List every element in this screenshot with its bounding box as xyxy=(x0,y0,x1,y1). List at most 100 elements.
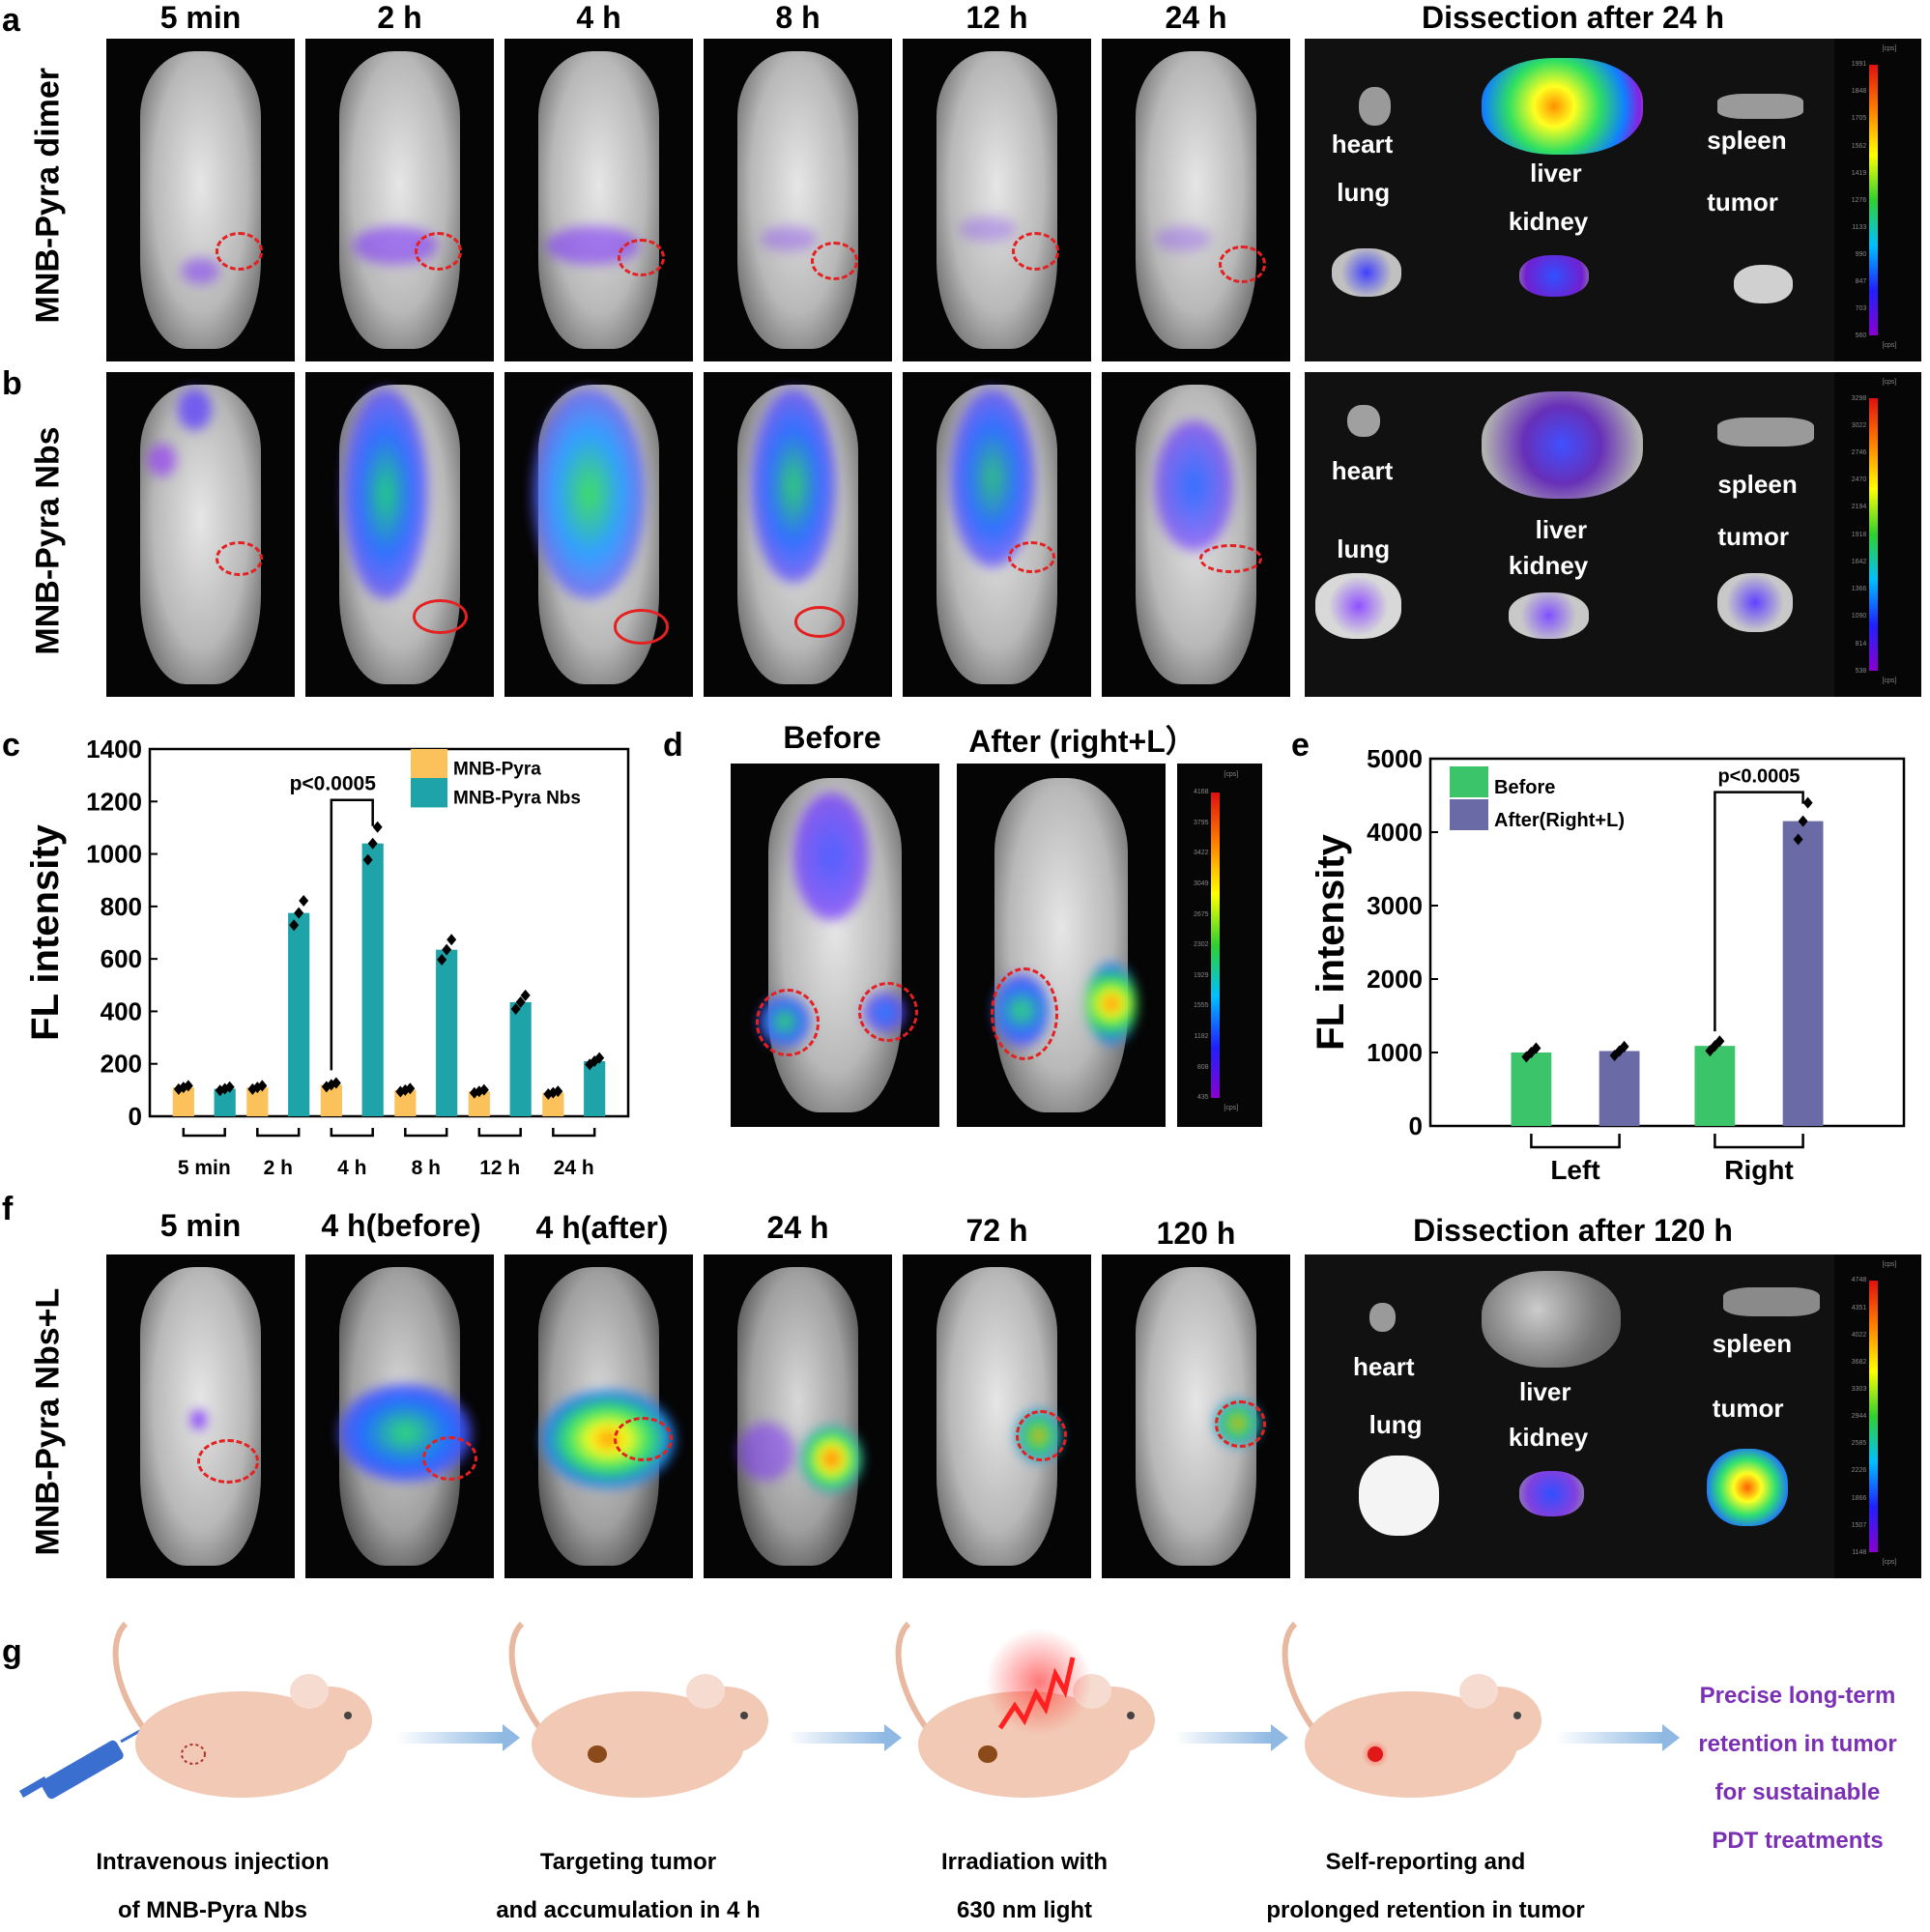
mouse-image xyxy=(704,1254,892,1578)
colorbar-unit: [cps] xyxy=(1882,677,1897,684)
panel-label-g: g xyxy=(2,1633,22,1670)
y-tick-label: 1000 xyxy=(86,840,142,869)
data-point xyxy=(543,1088,554,1101)
data-point xyxy=(178,1081,188,1094)
colorbar-tick: 1642 xyxy=(1851,558,1867,565)
organ-lung xyxy=(1315,573,1401,639)
organ-liver xyxy=(1482,391,1643,500)
colorbar-tick: 4022 xyxy=(1851,1331,1867,1339)
data-point xyxy=(548,1086,559,1099)
colorbar-tick: 2302 xyxy=(1193,941,1209,949)
mouse-silhouette xyxy=(140,385,261,684)
legend-swatch xyxy=(1450,766,1488,797)
mouse-image xyxy=(305,39,494,361)
outcome-line: retention in tumor xyxy=(1698,1731,1897,1757)
legend-swatch xyxy=(1450,799,1488,830)
arrow-icon xyxy=(1174,1724,1288,1751)
category-bracket xyxy=(182,1128,226,1138)
colorbar-tick: 2746 xyxy=(1851,448,1867,456)
organ-label: heart xyxy=(1352,1351,1415,1381)
bar xyxy=(288,912,310,1116)
mouse-silhouette xyxy=(994,778,1129,1112)
dissection-image: heart liver spleen lung kidney tumor xyxy=(1305,39,1841,361)
fluorescence-signal xyxy=(1154,225,1212,252)
y-tick-label: 400 xyxy=(101,996,142,1025)
tumor-ring xyxy=(614,609,669,645)
mouse-silhouette xyxy=(737,51,858,349)
organ-label: tumor xyxy=(1717,521,1790,551)
colorbar-tick: 435 xyxy=(1196,1094,1209,1102)
tumor-ring xyxy=(1016,1409,1067,1461)
mouse-silhouette xyxy=(538,51,659,349)
mouse-image xyxy=(1102,1254,1290,1578)
outcome-line: PDT treatments xyxy=(1712,1828,1884,1854)
data-point xyxy=(289,919,300,932)
data-point xyxy=(1526,1047,1537,1058)
caption-step-4: Self-reporting and prolonged retention i… xyxy=(1232,1849,1619,1924)
tumor-ring-right xyxy=(857,981,918,1042)
y-tick-label: 200 xyxy=(101,1050,142,1079)
bar xyxy=(436,949,458,1116)
tumor-ring xyxy=(196,1438,260,1485)
colorbar-tick: 3049 xyxy=(1193,880,1209,888)
organ-label: heart xyxy=(1331,129,1394,159)
mouse-image xyxy=(903,39,1091,361)
syringe-icon xyxy=(19,1726,146,1800)
fluorescence-signal xyxy=(182,258,219,284)
dissection-image: heart liver spleen lung kidney tumor xyxy=(1305,372,1841,697)
colorbar-tick: 3298 xyxy=(1851,394,1867,402)
category-bracket xyxy=(1530,1134,1621,1149)
colorbar-unit: [cps] xyxy=(1882,1260,1897,1268)
mouse-image xyxy=(1102,372,1290,697)
row-label-a: MNB-Pyra dimer xyxy=(29,67,67,324)
x-tick-label: Left xyxy=(1550,1155,1599,1185)
organ-label: lung xyxy=(1337,177,1391,207)
fluorescence-signal xyxy=(750,388,836,584)
data-point xyxy=(1793,833,1803,846)
chart-c: 0 200 400 600 800 1000 1200 1400 FL intensity 5 m… xyxy=(29,735,630,1179)
colorbar-tick: 1419 xyxy=(1851,169,1867,177)
y-tick-label: 0 xyxy=(1409,1111,1423,1140)
data-point xyxy=(515,995,526,1008)
mouse-image xyxy=(504,39,693,361)
colorbar-unit: [cps] xyxy=(1224,770,1239,778)
tumor-ring xyxy=(1218,245,1266,284)
arrow-icon xyxy=(396,1724,520,1751)
significance-label: p<0.0005 xyxy=(290,773,377,795)
mouse-image xyxy=(704,372,892,697)
organ-spleen xyxy=(1717,418,1815,447)
mouse-silhouette xyxy=(737,1267,858,1566)
colorbar-tick: 847 xyxy=(1855,277,1867,285)
data-point xyxy=(294,907,304,919)
colorbar-tick: 538 xyxy=(1855,667,1867,675)
organ-tumor xyxy=(1734,264,1794,303)
col-title: 5 min xyxy=(159,1208,242,1243)
x-tick-label: 12 h xyxy=(479,1157,520,1179)
colorbar-tick: 1133 xyxy=(1852,223,1867,231)
tumor-ring xyxy=(413,599,468,635)
caption-line: Intravenous injection xyxy=(96,1849,330,1875)
plot-frame xyxy=(148,747,630,1118)
organ-label: lung xyxy=(1368,1409,1423,1439)
organ-heart xyxy=(1358,87,1391,127)
y-tick-label: 600 xyxy=(101,944,142,973)
y-axis-label: FL intensity xyxy=(29,823,67,1040)
y-tick-label: 2000 xyxy=(1367,965,1423,994)
caption-line: prolonged retention in tumor xyxy=(1266,1897,1585,1923)
mouse-image xyxy=(504,372,693,697)
tumor-ring xyxy=(618,239,665,277)
data-point xyxy=(331,1077,341,1089)
mouse-image xyxy=(704,39,892,361)
significance-bracket xyxy=(330,798,374,1071)
data-point xyxy=(1531,1042,1541,1054)
data-point xyxy=(299,895,309,908)
fluorescence-signal xyxy=(792,793,869,920)
col-title: 4 h(before) xyxy=(321,1208,481,1243)
tumor-ring xyxy=(811,242,859,280)
data-point xyxy=(215,1084,225,1097)
outcome-line: for sustainable xyxy=(1714,1779,1881,1805)
y-tick-label: 4000 xyxy=(1367,818,1423,847)
colorbar-tick: 1866 xyxy=(1851,1494,1867,1502)
tumor-ring xyxy=(216,540,263,576)
legend-label: MNB-Pyra xyxy=(453,760,541,780)
